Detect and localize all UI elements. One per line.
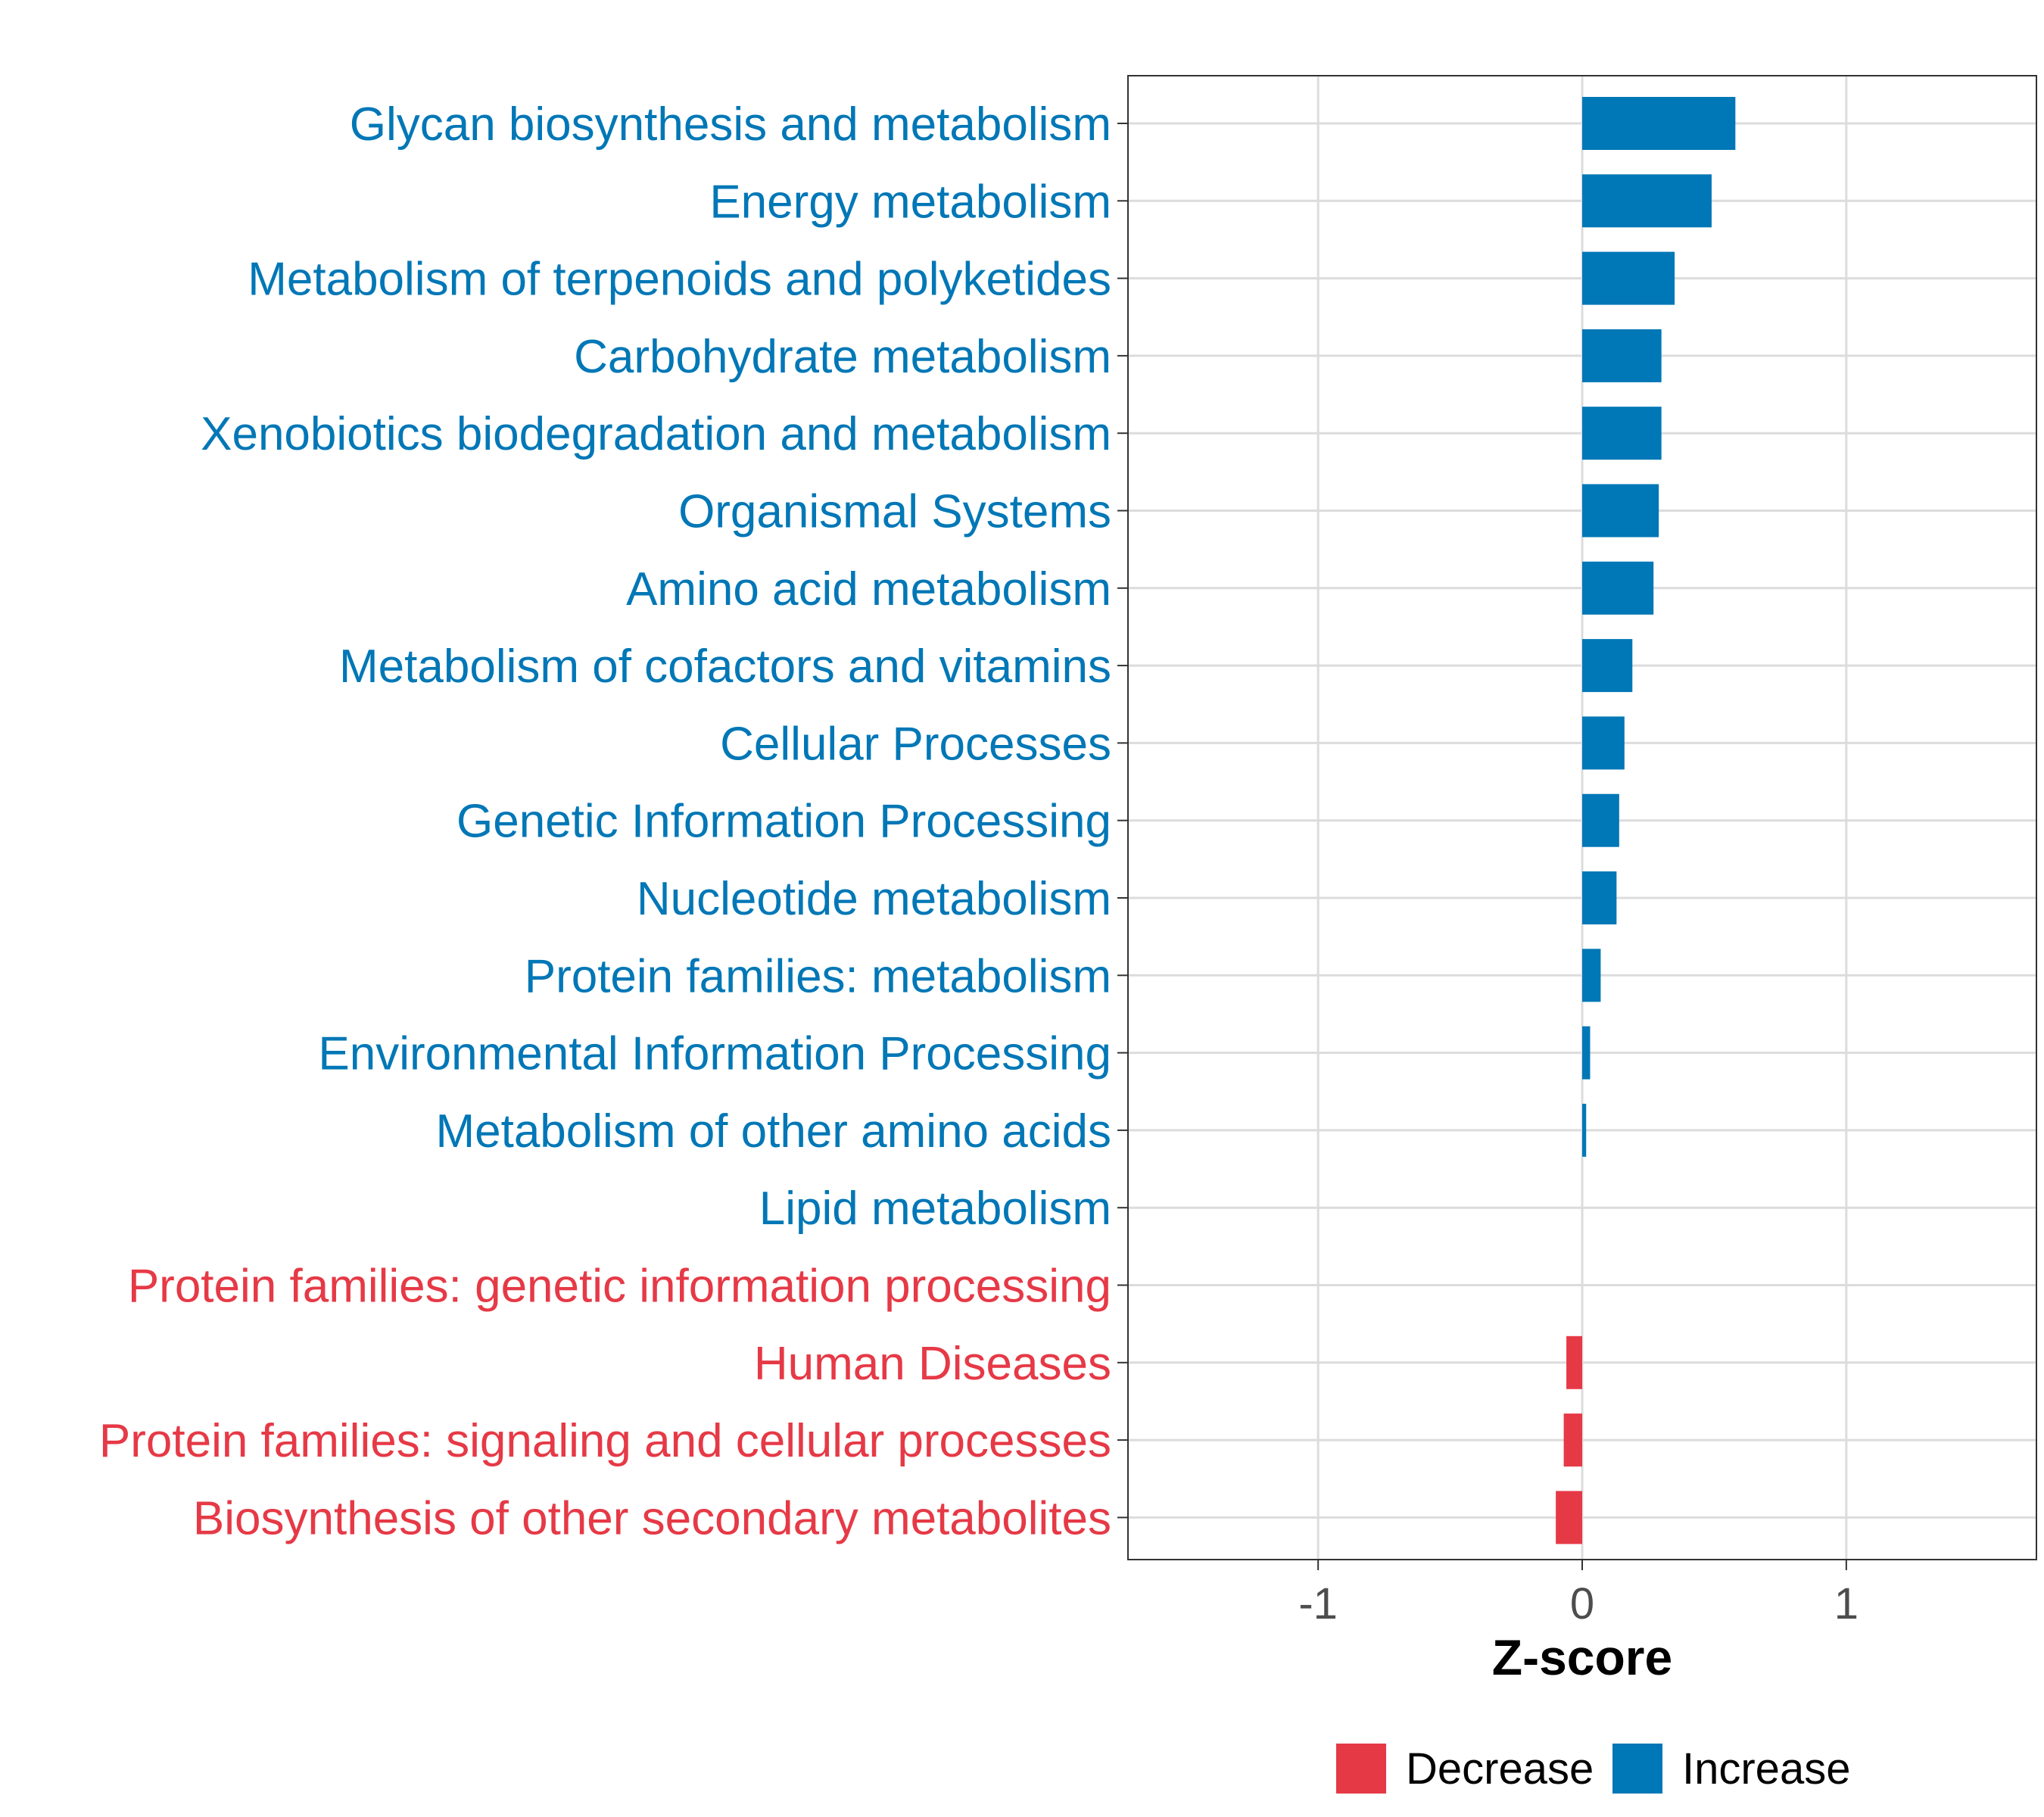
- category-label: Metabolism of other amino acids: [435, 1105, 1111, 1158]
- category-label: Genetic Information Processing: [456, 796, 1111, 848]
- legend-label: Increase: [1682, 1744, 1850, 1794]
- x-axis-title: Z-score: [1492, 1629, 1672, 1685]
- category-label: Protein families: signaling and cellular…: [99, 1415, 1111, 1467]
- category-label: Organismal Systems: [678, 486, 1111, 538]
- legend-label: Decrease: [1406, 1744, 1594, 1794]
- x-tick-label: 0: [1570, 1579, 1594, 1628]
- bar: [1582, 174, 1712, 228]
- bar: [1582, 949, 1601, 1002]
- bar: [1563, 1413, 1582, 1467]
- category-label: Amino acid metabolism: [626, 563, 1111, 616]
- category-label: Energy metabolism: [709, 176, 1111, 228]
- y-axis-ticks: [1117, 123, 1128, 1519]
- legend: Decrease Increase: [1336, 1744, 1850, 1794]
- bar: [1566, 1335, 1582, 1389]
- bar: [1582, 793, 1619, 847]
- category-label: Protein families: genetic information pr…: [128, 1261, 1111, 1313]
- category-label: Metabolism of cofactors and vitamins: [339, 640, 1111, 693]
- legend-swatch: [1336, 1744, 1386, 1794]
- bar: [1582, 639, 1633, 693]
- bar: [1582, 561, 1654, 615]
- bar: [1582, 484, 1659, 538]
- category-label: Human Diseases: [754, 1338, 1111, 1390]
- bar: [1582, 407, 1662, 460]
- category-label: Environmental Information Processing: [318, 1028, 1111, 1080]
- bar: [1582, 97, 1736, 150]
- bar: [1556, 1491, 1582, 1544]
- category-label: Carbohydrate metabolism: [574, 331, 1111, 383]
- category-label: Protein families: metabolism: [525, 950, 1111, 1002]
- x-tick-label: -1: [1298, 1579, 1338, 1628]
- x-axis-ticks: -1 0 1: [1298, 1560, 1859, 1628]
- bar: [1582, 1103, 1587, 1157]
- bar: [1582, 716, 1625, 770]
- category-label: Cellular Processes: [720, 718, 1111, 770]
- category-label: Nucleotide metabolism: [637, 873, 1111, 925]
- bars: [1556, 97, 1736, 1544]
- category-label: Xenobiotics biodegradation and metabolis…: [201, 408, 1111, 460]
- category-label: Lipid metabolism: [759, 1183, 1111, 1235]
- legend-swatch: [1612, 1744, 1662, 1794]
- y-axis-category-labels: Glycan biosynthesis and metabolism Energy…: [99, 98, 1111, 1544]
- bar: [1582, 871, 1617, 924]
- bar: [1582, 251, 1675, 305]
- bar: [1582, 1026, 1591, 1080]
- category-label: Metabolism of terpenoids and polyketides: [248, 254, 1111, 306]
- category-label: Glycan biosynthesis and metabolism: [350, 98, 1111, 151]
- x-tick-label: 1: [1834, 1579, 1859, 1628]
- category-label: Biosynthesis of other secondary metaboli…: [193, 1492, 1111, 1544]
- bar: [1582, 329, 1662, 382]
